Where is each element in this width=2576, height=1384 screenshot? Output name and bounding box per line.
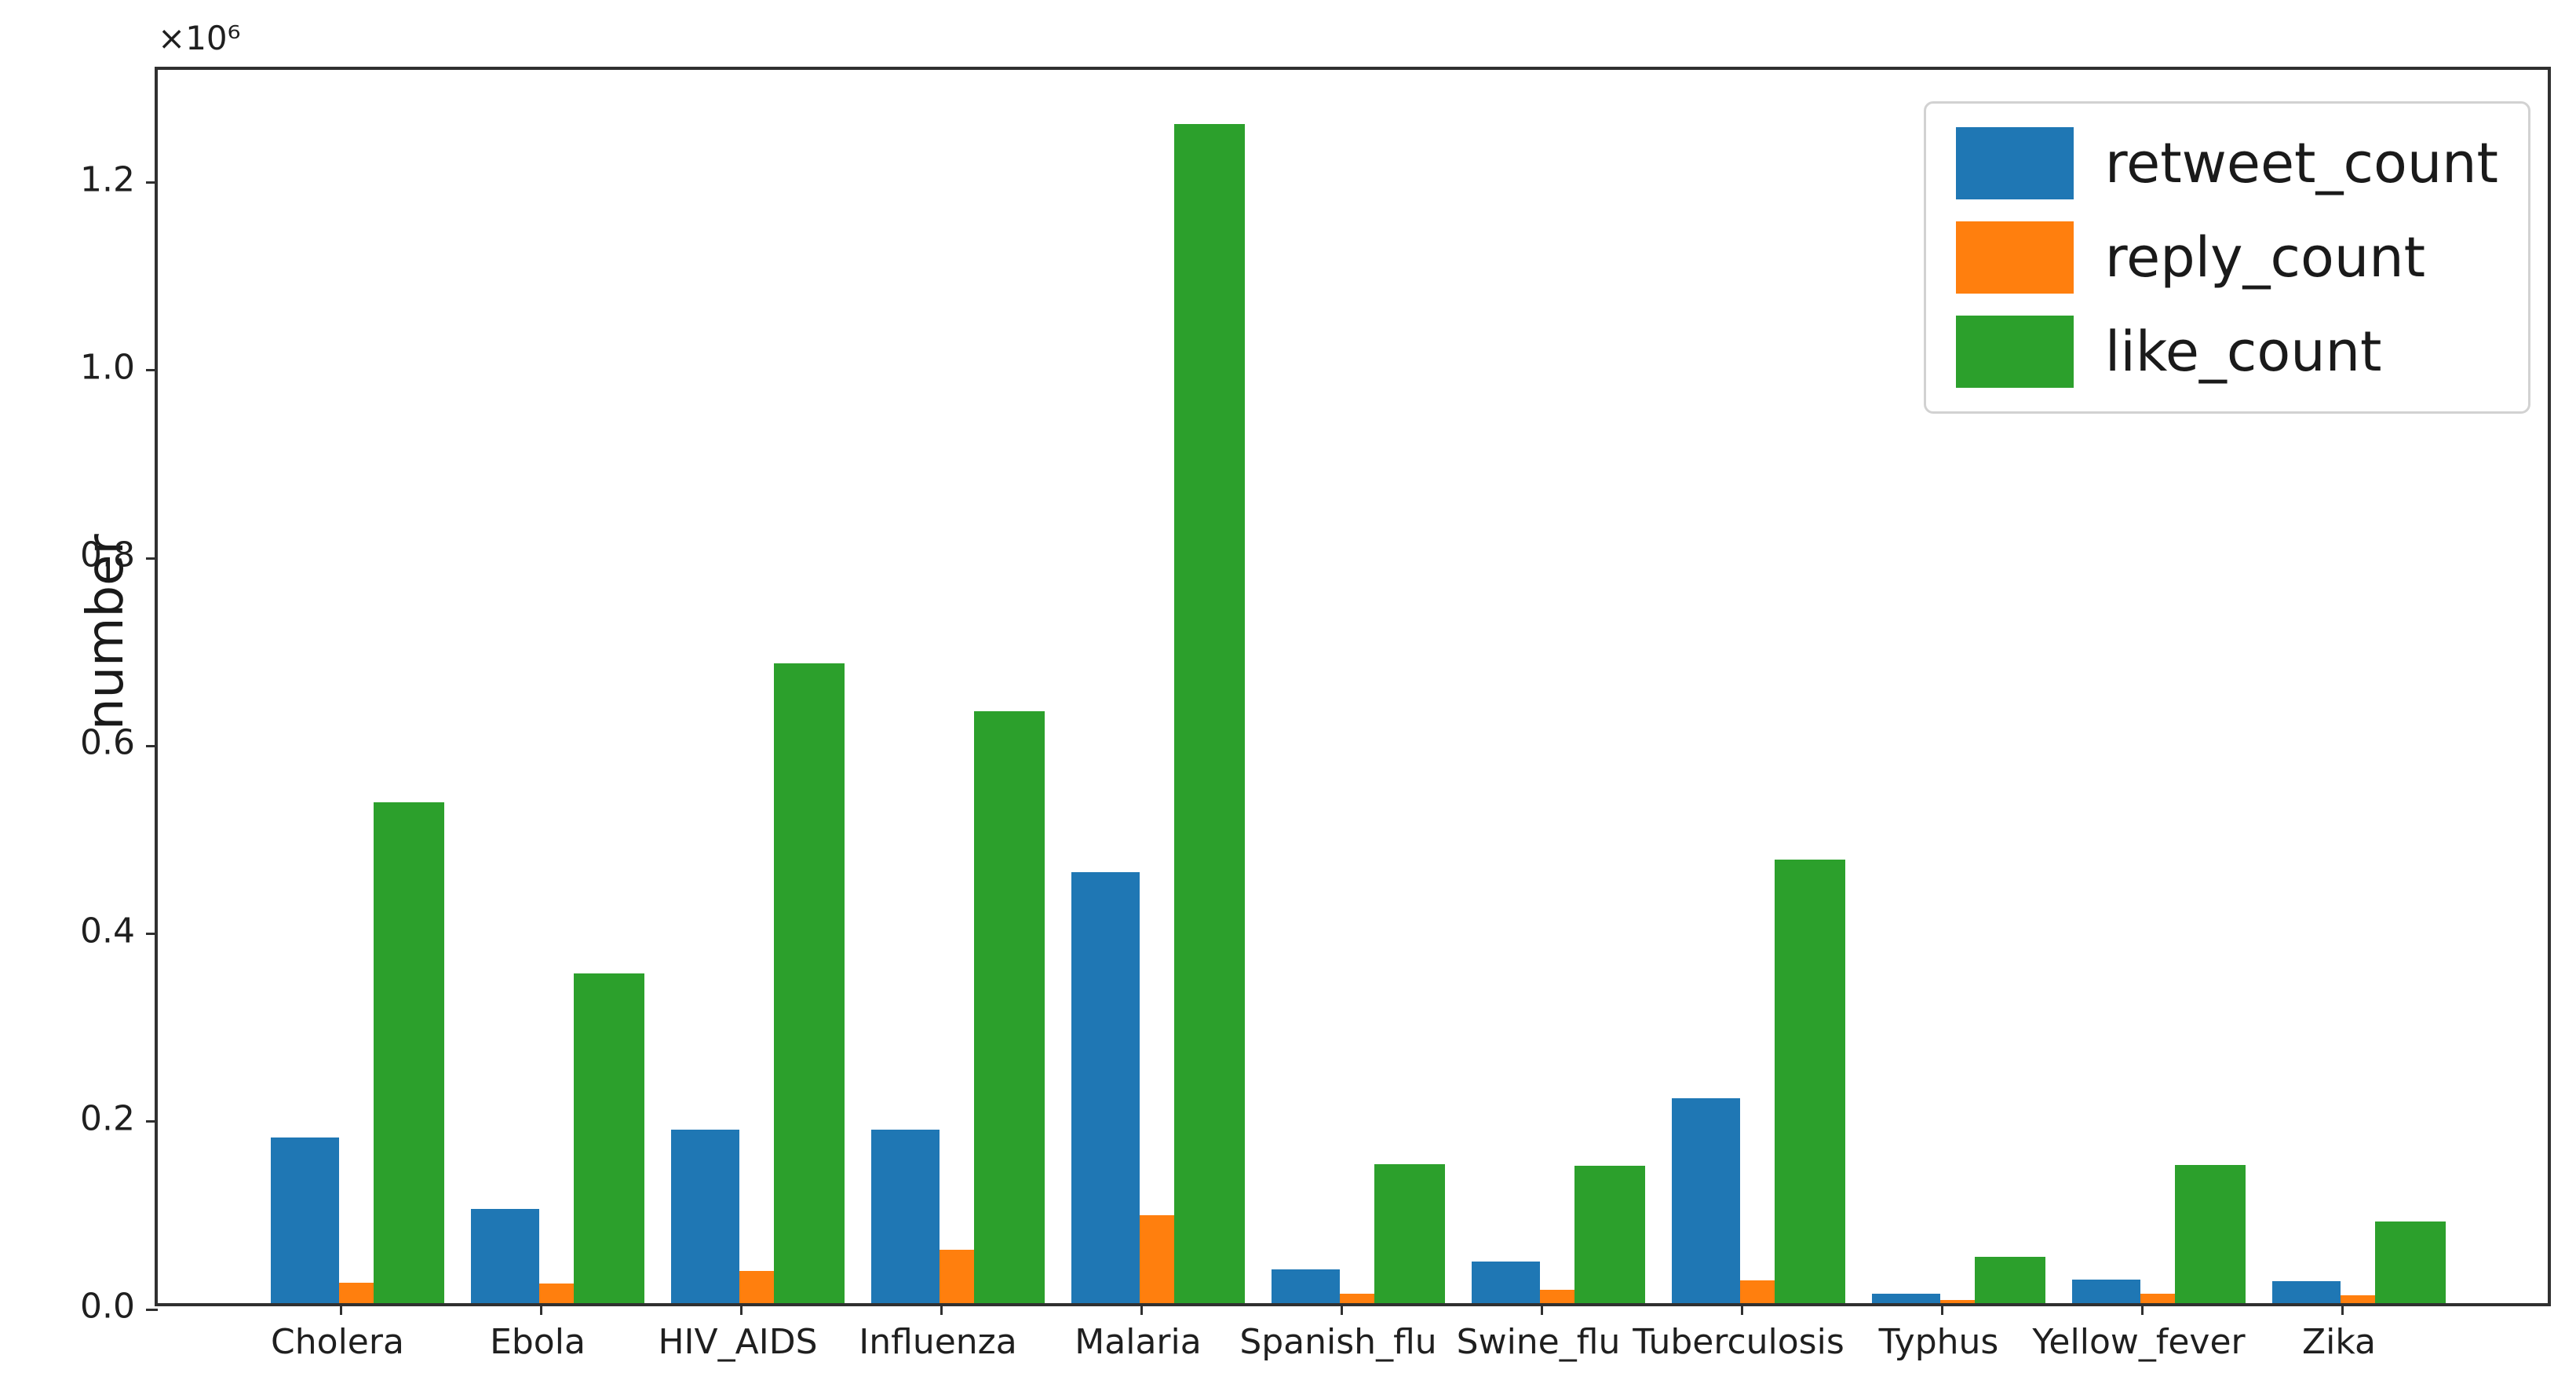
x-tick-label: Malaria: [1075, 1322, 1202, 1362]
bar-like_count-Swine_flu: [1574, 1166, 1645, 1303]
x-tick-label: HIV_AIDS: [658, 1322, 818, 1362]
y-tick: [146, 933, 158, 935]
x-tick: [1941, 1303, 1943, 1315]
x-tick: [1140, 1303, 1143, 1315]
x-tick: [1741, 1303, 1743, 1315]
y-tick-label: 0.6: [80, 722, 135, 763]
x-tick-label: Zika: [2301, 1322, 2377, 1362]
bar-like_count-Zika: [2375, 1221, 2446, 1303]
bar-reply_count-HIV_AIDS: [739, 1271, 774, 1303]
bar-retweet_count-Tuberculosis: [1672, 1098, 1740, 1303]
y-tick-label: 1.2: [80, 159, 135, 200]
bar-reply_count-Tuberculosis: [1740, 1280, 1775, 1303]
y-tick-label: 0.4: [80, 911, 135, 951]
y-tick-label: 0.2: [80, 1098, 135, 1139]
bar-retweet_count-Ebola: [471, 1209, 539, 1303]
x-tick-label: Typhus: [1878, 1322, 1999, 1362]
x-tick: [2141, 1303, 2144, 1315]
legend: retweet_count reply_count like_count: [1923, 101, 2530, 414]
bar-retweet_count-Swine_flu: [1472, 1262, 1540, 1303]
y-tick-label: 1.0: [80, 347, 135, 388]
bar-retweet_count-HIV_AIDS: [671, 1130, 739, 1303]
bar-retweet_count-Cholera: [271, 1138, 339, 1303]
x-tick: [740, 1303, 743, 1315]
x-tick: [940, 1303, 943, 1315]
bar-retweet_count-Malaria: [1071, 872, 1140, 1303]
bar-retweet_count-Spanish_flu: [1272, 1269, 1340, 1303]
bar-retweet_count-Yellow_fever: [2072, 1280, 2140, 1303]
x-tick-label: Influenza: [859, 1322, 1017, 1362]
bar-retweet_count-Influenza: [871, 1130, 940, 1303]
bar-like_count-Typhus: [1975, 1257, 2045, 1303]
bar-reply_count-Zika: [2341, 1295, 2375, 1303]
x-tick: [540, 1303, 542, 1315]
legend-item-reply_count: reply_count: [1955, 221, 2498, 294]
bar-like_count-Spanish_flu: [1374, 1164, 1445, 1303]
x-tick-label: Cholera: [271, 1322, 404, 1362]
legend-item-like_count: like_count: [1955, 316, 2498, 388]
bar-like_count-Malaria: [1174, 124, 1245, 1303]
bar-like_count-Cholera: [374, 802, 444, 1303]
legend-swatch-like_count: [1955, 316, 2074, 388]
y-tick-label: 0.8: [80, 535, 135, 575]
y-axis-offset-label: ×10⁶: [158, 19, 241, 57]
bar-reply_count-Spanish_flu: [1340, 1294, 1374, 1303]
legend-label: like_count: [2104, 320, 2382, 384]
x-tick: [1541, 1303, 1543, 1315]
bar-reply_count-Swine_flu: [1540, 1290, 1574, 1303]
x-tick: [2341, 1303, 2344, 1315]
x-tick: [1341, 1303, 1343, 1315]
x-tick: [340, 1303, 342, 1315]
bar-like_count-HIV_AIDS: [774, 663, 845, 1303]
y-tick-label: 0.0: [80, 1286, 135, 1327]
bar-reply_count-Yellow_fever: [2140, 1294, 2175, 1303]
bar-retweet_count-Zika: [2272, 1281, 2341, 1303]
x-tick-label: Yellow_fever: [2032, 1322, 2246, 1362]
plot-area: retweet_count reply_count like_count: [146, 67, 2551, 1315]
bar-retweet_count-Typhus: [1872, 1294, 1940, 1303]
y-tick: [146, 181, 158, 184]
bar-like_count-Yellow_fever: [2175, 1165, 2246, 1303]
legend-swatch-reply_count: [1955, 221, 2074, 294]
bar-reply_count-Influenza: [940, 1250, 974, 1303]
legend-label: retweet_count: [2104, 131, 2498, 195]
y-tick: [146, 1308, 158, 1311]
x-tick-label: Swine_flu: [1456, 1322, 1621, 1362]
legend-item-retweet_count: retweet_count: [1955, 127, 2498, 199]
y-tick: [146, 369, 158, 372]
bar-reply_count-Ebola: [539, 1284, 574, 1303]
legend-label: reply_count: [2104, 225, 2426, 290]
x-tick-label: Spanish_flu: [1239, 1322, 1437, 1362]
bar-like_count-Ebola: [574, 973, 644, 1303]
y-tick: [146, 744, 158, 747]
bar-like_count-Influenza: [974, 711, 1045, 1303]
x-tick-label: Tuberculosis: [1633, 1322, 1844, 1362]
bar-like_count-Tuberculosis: [1775, 860, 1845, 1303]
legend-swatch-retweet_count: [1955, 127, 2074, 199]
x-tick-label: Ebola: [490, 1322, 586, 1362]
y-tick: [146, 1120, 158, 1123]
bar-reply_count-Cholera: [339, 1283, 374, 1303]
bar-reply_count-Malaria: [1140, 1215, 1174, 1303]
bar-reply_count-Typhus: [1940, 1300, 1975, 1303]
y-tick: [146, 557, 158, 560]
